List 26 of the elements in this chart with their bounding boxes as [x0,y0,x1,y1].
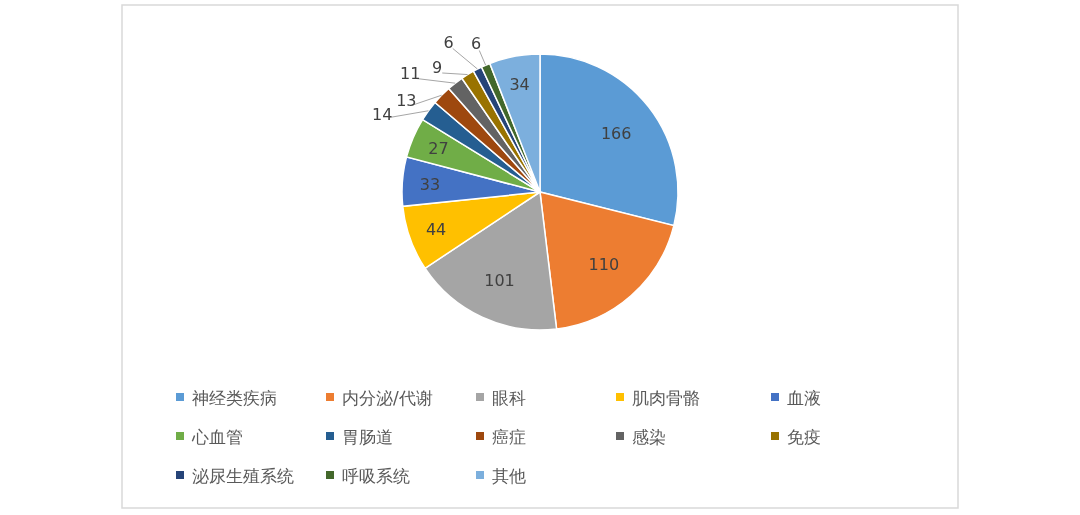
data-label: 110 [588,255,620,275]
legend-label: 胃肠道 [342,427,393,447]
legend-label: 内分泌/代谢 [342,388,433,408]
legend-label: 癌症 [492,427,526,447]
legend-label: 呼吸系统 [342,466,410,486]
data-label: 166 [600,123,632,143]
data-label: 11 [400,64,421,84]
data-label: 27 [428,139,449,159]
data-label: 9 [432,57,443,77]
data-label: 14 [372,104,393,124]
legend-label: 神经类疾病 [192,388,277,408]
data-label: 13 [396,91,417,111]
legend-label: 免疫 [787,427,821,447]
legend-label: 血液 [787,388,821,408]
data-label: 101 [484,270,515,290]
data-label: 34 [509,74,530,94]
legend-label: 眼科 [492,388,526,408]
data-label: 6 [471,34,482,54]
legend-label: 心血管 [191,427,243,447]
data-label: 44 [425,220,447,240]
legend-label: 其他 [492,466,526,486]
legend-label: 泌尿生殖系统 [192,466,294,486]
legend-label: 感染 [632,427,666,447]
legend-label: 肌肉骨骼 [632,388,700,408]
data-label: 6 [443,32,454,52]
data-label: 33 [419,174,441,194]
